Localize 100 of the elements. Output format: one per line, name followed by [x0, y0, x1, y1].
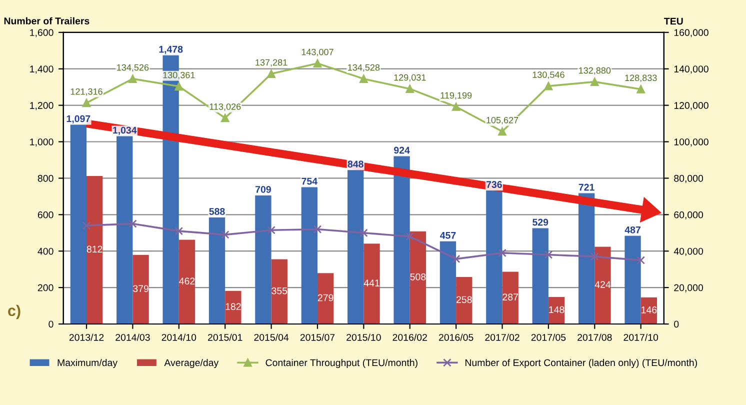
y-tick-label: 600	[38, 211, 54, 218]
point	[174, 82, 184, 91]
x-tick-label: 2015/04	[254, 334, 289, 341]
point	[220, 114, 230, 122]
data-label: 812	[86, 246, 102, 253]
data-label: 130,546	[532, 72, 564, 79]
point	[267, 226, 276, 234]
data-label: 441	[364, 280, 380, 286]
point	[590, 78, 599, 86]
point	[544, 82, 553, 90]
point	[82, 98, 91, 108]
bar	[255, 194, 272, 324]
data-label: 1,478	[159, 46, 183, 54]
legend-label: Container Throughput (TEU/month)	[266, 358, 418, 368]
bar	[86, 176, 103, 324]
data-label: 1,034	[113, 126, 137, 136]
point	[498, 127, 506, 136]
y2-tick-label: 140,000	[674, 66, 708, 74]
bar	[624, 235, 641, 324]
data-label: 132,880	[579, 67, 611, 75]
bar	[178, 240, 196, 324]
point	[313, 225, 322, 234]
data-label: 588	[209, 208, 225, 215]
x-tick-label: 2015/10	[346, 334, 381, 341]
data-label: 1,097	[66, 115, 90, 124]
y2-tick-label: 20,000	[674, 284, 704, 292]
data-label: 508	[410, 273, 426, 280]
point	[452, 254, 460, 264]
data-label: 258	[456, 296, 472, 304]
data-label: 146	[642, 306, 657, 314]
text: c)	[8, 304, 20, 320]
data-label: 130,361	[163, 72, 195, 80]
bar	[594, 246, 611, 324]
x-tick-label: 2017/10	[624, 334, 658, 341]
data-label: 709	[256, 186, 271, 193]
x-tick-label: 2016/05	[438, 334, 474, 341]
y-axis-title: Number of Trailers	[4, 17, 90, 24]
bar	[132, 254, 149, 324]
point	[360, 228, 368, 238]
x-tick-label: 2017/05	[531, 334, 566, 341]
data-label: 137,281	[256, 59, 288, 67]
bar	[578, 192, 595, 324]
data-label: 134,528	[348, 64, 380, 72]
data-label: 529	[532, 218, 548, 226]
data-label: 128,833	[625, 74, 657, 82]
y2-tick-label: 100,000	[674, 138, 708, 147]
data-label: 148	[549, 306, 564, 314]
y2-tick-label: 160,000	[674, 29, 708, 38]
bar	[410, 231, 426, 324]
data-label: 113,026	[210, 103, 241, 111]
bar	[456, 276, 472, 324]
y-tick-label: 1,600	[30, 29, 54, 38]
point	[452, 102, 460, 111]
x-tick-label: 2014/03	[116, 334, 150, 341]
y-tick-label: 400	[38, 248, 54, 255]
x-tick-label: 2016/02	[392, 334, 427, 341]
point	[313, 59, 322, 68]
point	[590, 252, 599, 261]
y-tick-label: 1,200	[30, 102, 54, 110]
data-label: 487	[624, 226, 640, 234]
x-tick-label: 2015/07	[300, 334, 335, 341]
y2-tick-label: 40,000	[674, 248, 704, 256]
data-label: 848	[348, 160, 364, 168]
point	[128, 74, 137, 83]
point	[544, 250, 553, 259]
point	[174, 226, 184, 236]
bar	[116, 136, 133, 324]
bar	[317, 273, 334, 324]
data-label: 134,526	[117, 64, 149, 72]
point	[220, 230, 230, 239]
point	[360, 74, 368, 83]
y2-tick-label: 0	[674, 320, 679, 328]
x-tick-label: 2015/01	[208, 334, 242, 341]
x-tick-label: 2014/10	[162, 334, 196, 341]
bar	[271, 259, 288, 324]
y2-axis-title: TEU	[664, 18, 683, 25]
data-label: 924	[394, 146, 410, 154]
legend-label: Average/day	[164, 358, 219, 368]
x-tick-label: 2017/02	[485, 334, 520, 341]
y-tick-label: 1,000	[30, 138, 54, 147]
bar	[394, 156, 410, 324]
point	[82, 221, 91, 230]
point	[498, 248, 506, 258]
point	[636, 85, 646, 94]
data-label: 462	[179, 278, 195, 285]
y-tick-label: 200	[38, 284, 54, 292]
data-label: 754	[302, 178, 318, 185]
point	[128, 220, 137, 228]
bar	[532, 228, 548, 324]
bar	[548, 297, 565, 324]
bar	[502, 272, 518, 324]
data-label: 105,627	[486, 116, 518, 124]
data-label: 143,007	[302, 48, 334, 56]
y-tick-label: 1,400	[30, 66, 54, 74]
data-label: 121,316	[70, 88, 102, 96]
x-tick-label: 2017/08	[578, 334, 612, 341]
data-label: 279	[318, 294, 334, 302]
point	[267, 70, 276, 78]
y2-tick-label: 80,000	[674, 174, 704, 183]
bar	[225, 290, 242, 324]
